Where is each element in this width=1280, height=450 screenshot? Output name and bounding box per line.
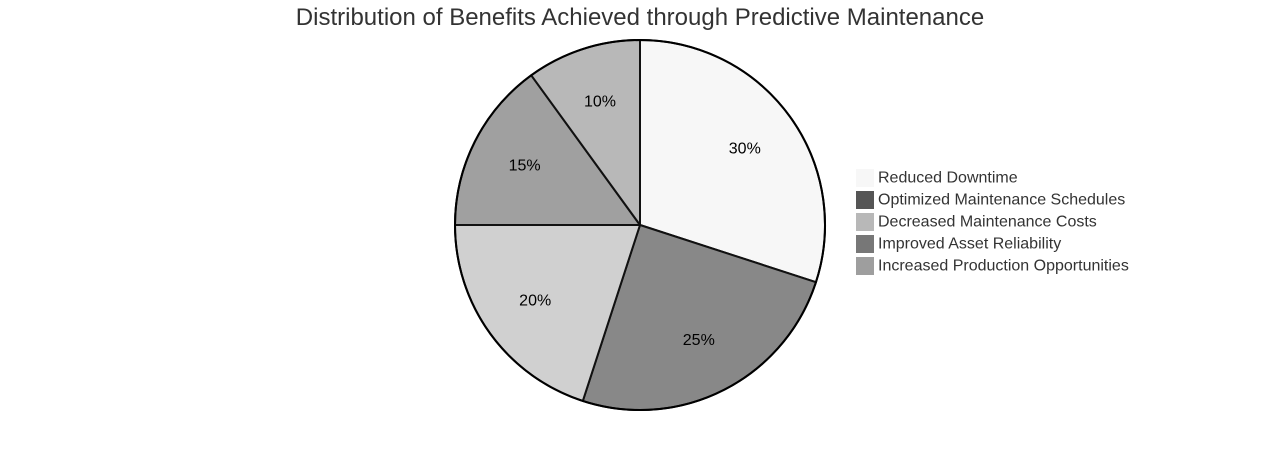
pie-slice-labels: 30% 25% 20% 15% 10% [509, 93, 761, 349]
pie-slices [454, 39, 826, 411]
legend-swatch [856, 191, 874, 209]
slice-label-improved-asset-reliability: 25% [683, 332, 715, 349]
legend-item-improved-asset-reliability[interactable]: Improved Asset Reliability [856, 235, 1061, 253]
legend-label: Increased Production Opportunities [878, 258, 1129, 275]
legend-label: Reduced Downtime [878, 170, 1018, 187]
chart-title: Distribution of Benefits Achieved throug… [296, 4, 984, 31]
slice-label-increased-production-opportunities: 15% [509, 158, 541, 175]
legend-item-decreased-maintenance-costs[interactable]: Decreased Maintenance Costs [856, 213, 1097, 231]
legend-swatch [856, 257, 874, 275]
legend-label: Decreased Maintenance Costs [878, 214, 1097, 231]
legend-swatch [856, 213, 874, 231]
legend-item-reduced-downtime[interactable]: Reduced Downtime [856, 169, 1018, 187]
legend-label: Optimized Maintenance Schedules [878, 192, 1125, 209]
slice-label-optimized-maintenance-schedules: 10% [584, 93, 616, 110]
pie-outline [454, 39, 826, 411]
legend-label: Improved Asset Reliability [878, 236, 1061, 253]
slice-label-decreased-maintenance-costs: 20% [519, 293, 551, 310]
slice-label-reduced-downtime: 30% [729, 140, 761, 157]
legend-swatch [856, 235, 874, 253]
legend-swatch [856, 169, 874, 187]
legend-item-increased-production-opportunities[interactable]: Increased Production Opportunities [856, 257, 1129, 275]
legend-item-optimized-maintenance-schedules[interactable]: Optimized Maintenance Schedules [856, 191, 1125, 209]
legend: Reduced Downtime Optimized Maintenance Sc… [856, 169, 1129, 275]
